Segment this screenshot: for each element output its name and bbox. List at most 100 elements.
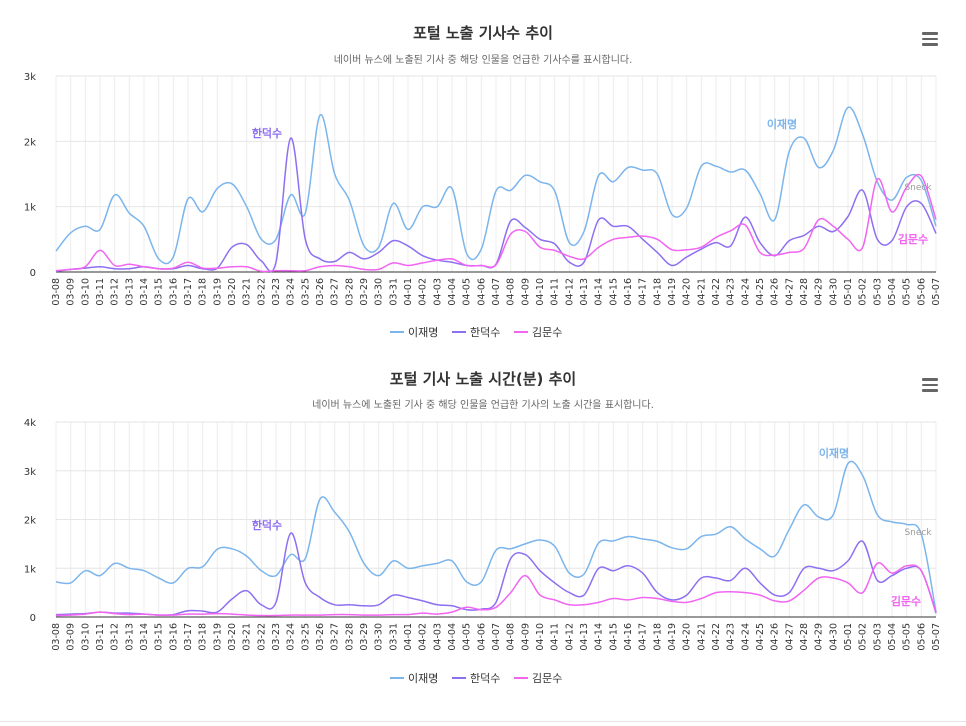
legend-item[interactable]: 이재명 [390, 326, 438, 339]
legend-item[interactable]: 김문수 [514, 326, 562, 339]
x-tick-label: 04-03 [432, 623, 443, 651]
x-tick-label: 04-21 [696, 278, 707, 306]
x-tick-label: 04-08 [506, 278, 517, 306]
x-tick-label: 04-29 [814, 623, 825, 651]
legend-label: 김문수 [532, 672, 562, 685]
annotation-label: 김문수 [898, 233, 928, 246]
legend-item[interactable]: 이재명 [390, 672, 438, 685]
legend-item[interactable]: 한덕수 [452, 326, 500, 339]
x-tick-label: 04-01 [403, 278, 414, 306]
legend-item[interactable]: 김문수 [514, 672, 562, 685]
x-tick-label: 03-29 [359, 278, 370, 306]
x-tick-label: 03-20 [227, 278, 238, 306]
x-tick-label: 04-08 [506, 623, 517, 651]
x-tick-label: 04-28 [799, 623, 810, 651]
x-tick-label: 05-07 [931, 278, 942, 306]
series-line [55, 173, 937, 273]
x-tick-label: 04-26 [770, 623, 781, 651]
x-tick-label: 03-09 [66, 623, 77, 651]
x-tick-label: 03-11 [95, 623, 106, 651]
x-tick-label: 03-12 [110, 278, 121, 306]
legend-label: 김문수 [532, 326, 562, 339]
x-tick-label: 04-07 [491, 278, 502, 306]
x-tick-label: 04-30 [828, 623, 839, 651]
x-tick-label: 04-13 [579, 623, 590, 651]
grid [55, 75, 937, 273]
series-line [55, 562, 937, 617]
x-tick-label: 03-18 [198, 278, 209, 306]
hamburger-menu-icon[interactable] [922, 32, 938, 46]
articles-count-chart: 0 1k 2k 3k 03-08 03-09 03-10 03-11 03-12 03-13 03-… [0, 0, 966, 355]
x-tick-label: 03-19 [212, 623, 223, 651]
x-tick-label: 04-29 [814, 278, 825, 306]
x-tick-label: 05-06 [916, 623, 927, 651]
x-tick-label: 03-15 [154, 278, 165, 306]
x-tick-label: 05-01 [843, 278, 854, 306]
x-tick-label: 03-17 [183, 278, 194, 306]
x-tick-label: 03-13 [124, 623, 135, 651]
legend: 이재명 한덕수 김문수 [390, 672, 562, 685]
x-tick-label: 04-26 [770, 278, 781, 306]
x-tick-label: 04-09 [520, 278, 531, 306]
legend-item[interactable]: 한덕수 [452, 672, 500, 685]
x-tick-label: 03-20 [227, 623, 238, 651]
x-tick-label: 05-02 [858, 278, 869, 306]
x-tick-label: 03-16 [168, 278, 179, 306]
x-tick-label: 05-05 [902, 623, 913, 651]
x-tick-label: 05-03 [872, 278, 883, 306]
x-tick-label: 04-07 [491, 623, 502, 651]
legend-label: 이재명 [408, 326, 438, 339]
x-tick-label: 04-02 [418, 278, 429, 306]
x-tick-label: 04-20 [682, 623, 693, 651]
articles-count-plot: 0 1k 2k 3k 03-08 03-09 03-10 03-11 03-12 03-13 03-… [24, 72, 942, 339]
y-tick-label: 1k [24, 203, 36, 214]
x-tick-label: 03-31 [388, 278, 399, 306]
x-tick-label: 05-04 [887, 623, 898, 651]
x-tick-label: 04-17 [638, 623, 649, 651]
x-tick-label: 04-25 [755, 278, 766, 306]
x-tick-label: 04-28 [799, 278, 810, 306]
x-tick-label: 04-30 [828, 278, 839, 306]
x-tick-label: 03-27 [330, 278, 341, 306]
annotation-label: 이재명 [819, 446, 849, 460]
y-tick-label: 3k [24, 467, 36, 478]
x-tick-label: 05-07 [931, 623, 942, 651]
x-tick-label: 03-31 [388, 623, 399, 651]
x-tick-label: 03-21 [242, 278, 253, 306]
annotation-label: Sneck [904, 183, 932, 193]
series-line [55, 460, 937, 613]
x-tick-label: 04-25 [755, 623, 766, 651]
x-tick-label: 04-15 [608, 278, 619, 306]
x-tick-label: 03-16 [168, 623, 179, 651]
x-tick-label: 03-14 [139, 623, 150, 651]
x-tick-label: 04-23 [726, 623, 737, 651]
x-tick-label: 04-14 [594, 278, 605, 306]
legend: 이재명 한덕수 김문수 [390, 326, 562, 339]
x-tick-label: 04-12 [564, 623, 575, 651]
annotation-label: Sneck [904, 528, 932, 538]
x-tick-label: 03-26 [315, 278, 326, 306]
y-tick-label: 3k [24, 72, 36, 83]
hamburger-menu-icon[interactable] [922, 378, 938, 392]
legend-label: 이재명 [408, 672, 438, 685]
x-tick-label: 03-23 [271, 278, 282, 306]
chart-title: 포털 기사 노출 시간(분) 추이 [389, 370, 577, 388]
x-tick-label: 05-01 [843, 623, 854, 651]
x-tick-label: 03-25 [300, 278, 311, 306]
annotation-label: 김문수 [891, 595, 921, 608]
x-tick-label: 03-13 [124, 278, 135, 306]
x-tick-label: 03-27 [330, 623, 341, 651]
x-tick-label: 03-29 [359, 623, 370, 651]
x-tick-label: 03-25 [300, 623, 311, 651]
x-tick-label: 04-09 [520, 623, 531, 651]
x-tick-label: 04-23 [726, 278, 737, 306]
x-tick-label: 04-11 [550, 623, 561, 651]
chart-subtitle: 네이버 뉴스에 노출된 기사 중 해당 인물을 언급한 기사수를 표시합니다. [333, 55, 633, 66]
series-line [55, 532, 937, 616]
x-tick-label: 03-12 [110, 623, 121, 651]
x-tick-label: 03-30 [374, 278, 385, 306]
annotation-label: 한덕수 [252, 126, 282, 140]
x-tick-label: 04-01 [403, 623, 414, 651]
x-tick-label: 04-04 [447, 278, 458, 306]
x-tick-label: 04-12 [564, 278, 575, 306]
